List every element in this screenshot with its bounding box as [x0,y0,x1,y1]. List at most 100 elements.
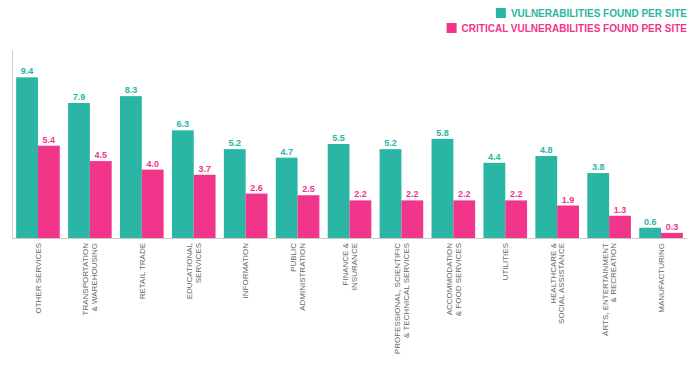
y-axis [12,51,13,239]
bar [380,149,402,238]
data-label: 5.2 [384,138,397,148]
bar [38,146,60,238]
y-axis-line [12,51,13,239]
bar [16,77,38,238]
data-label: 3.8 [592,162,605,172]
x-tick-label-line: & WAREHOUSING [90,243,99,312]
data-label: 5.2 [228,138,241,148]
x-tick-label: FINANCE &INSURANCE [341,242,359,290]
x-tick-label-line: PUBLIC [289,243,298,272]
bar [483,163,505,238]
x-tick-label: MANUFACTURING [657,243,666,313]
data-label: 9.4 [21,66,34,76]
bar [432,139,454,238]
data-label: 2.5 [302,184,315,194]
x-tick-label-line: UTILITIES [501,243,510,280]
data-label: 0.3 [666,222,679,232]
bar [276,158,298,238]
x-tick: INFORMATION [241,243,250,299]
bar [120,96,142,238]
data-label: 7.9 [73,92,86,102]
x-tick: MANUFACTURING [657,243,666,313]
bar [453,200,475,238]
bar-series [16,77,661,238]
bar [224,149,246,238]
x-tick-label-line: MANUFACTURING [657,243,666,313]
x-tick: ARTS, ENTERTAINMENT& RECREATION [601,243,619,336]
x-tick-label-line: INSURANCE [350,243,359,290]
x-tick: PROFESSIONAL, SCIENTIFIC& TECHNICAL SERV… [393,243,411,354]
data-label: 4.7 [280,147,293,157]
data-label: 6.3 [177,119,190,129]
data-label: 2.2 [458,189,471,199]
x-tick-label: EDUCATIONALSERVICES [185,242,203,299]
x-tick-label: UTILITIES [501,243,510,280]
bar [328,144,350,238]
data-label: 4.4 [488,152,501,162]
x-tick-label-line: ARTS, ENTERTAINMENT [601,243,610,336]
data-label: 2.6 [250,183,263,193]
x-tick-label-line: FINANCE & [341,242,350,285]
x-tick-label-line: ACCOMMODATION [445,243,454,316]
bar [298,195,320,238]
x-tick-label-line: INFORMATION [241,243,250,299]
bar [401,200,423,238]
x-tick: RETAIL TRADE [138,243,147,299]
bar [68,103,90,238]
x-tick: HEALTHCARE &SOCIAL ASSISTANCE [549,242,567,324]
x-tick: UTILITIES [501,243,510,280]
legend-swatch [447,23,457,33]
x-axis-line [13,238,688,239]
data-labels: 9.47.98.36.35.24.75.55.25.84.44.83.80.65… [21,66,678,232]
data-label: 8.3 [125,85,138,95]
data-label: 4.0 [146,159,159,169]
data-label: 2.2 [510,189,523,199]
x-tick: OTHER SERVICES [34,243,43,314]
x-tick-label-line: & FOOD SERVICES [454,243,463,316]
x-tick-label-line: SERVICES [194,243,203,283]
x-tick-label-line: OTHER SERVICES [34,243,43,314]
x-tick-label-line: & RECREATION [609,243,618,303]
chart: 9.47.98.36.35.24.75.55.25.84.44.83.80.65… [0,0,699,388]
bar [142,170,164,238]
legend-label: VULNERABILITIES FOUND PER SITE [511,8,687,19]
x-tick-label-line: SOCIAL ASSISTANCE [557,243,566,324]
x-tick-label-line: HEALTHCARE & [549,242,558,303]
data-label: 2.2 [354,189,367,199]
x-tick: PUBLICADMINISTRATION [289,243,307,311]
bar [639,228,661,238]
data-label: 4.8 [540,145,553,155]
x-tick-label-line: TRANSPORTATION [81,243,90,316]
data-label: 5.4 [43,135,56,145]
x-tick-label-line: PROFESSIONAL, SCIENTIFIC [393,243,402,354]
data-label: 5.5 [332,133,345,143]
x-tick: FINANCE &INSURANCE [341,242,359,290]
bar [661,233,683,238]
x-tick-label: ACCOMMODATION& FOOD SERVICES [445,243,463,316]
data-label: 4.5 [95,150,108,160]
bar [90,161,112,238]
x-tick-label: OTHER SERVICES [34,243,43,314]
bar [609,216,631,238]
bars [16,77,683,238]
x-tick-label-line: ADMINISTRATION [298,243,307,311]
x-tick-label: INFORMATION [241,243,250,299]
data-label: 1.3 [614,205,627,215]
bar [194,175,216,238]
data-label: 1.9 [562,195,575,205]
x-tick: ACCOMMODATION& FOOD SERVICES [445,243,463,316]
data-label: 2.2 [406,189,419,199]
bar [172,130,194,238]
x-tick: TRANSPORTATION& WAREHOUSING [81,243,99,316]
data-label: 0.6 [644,217,657,227]
x-tick-label: TRANSPORTATION& WAREHOUSING [81,243,99,316]
bar [557,206,579,238]
bar [587,173,609,238]
x-tick-label: HEALTHCARE &SOCIAL ASSISTANCE [549,242,567,324]
plot: 9.47.98.36.35.24.75.55.25.84.44.83.80.65… [13,51,688,355]
x-tick: EDUCATIONALSERVICES [185,242,203,299]
data-label: 3.7 [198,164,211,174]
x-axis: OTHER SERVICES TRANSPORTATION& WAREHOUSIN… [13,239,688,355]
x-tick-label: PUBLICADMINISTRATION [289,243,307,311]
x-tick-label-line: EDUCATIONAL [185,242,194,299]
